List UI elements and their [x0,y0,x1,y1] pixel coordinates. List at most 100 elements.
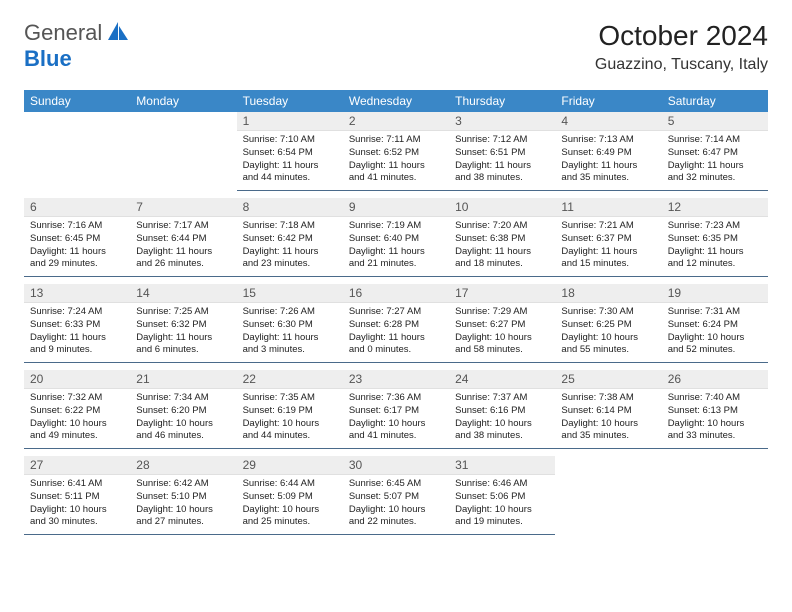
day-number: 8 [237,198,343,217]
day-number: 12 [662,198,768,217]
calendar-week-row: 6Sunrise: 7:16 AMSunset: 6:45 PMDaylight… [24,198,768,284]
calendar-day-cell [662,456,768,542]
day-details: Sunrise: 7:11 AMSunset: 6:52 PMDaylight:… [343,131,449,191]
day-details: Sunrise: 7:24 AMSunset: 6:33 PMDaylight:… [24,303,130,363]
day-number: 11 [555,198,661,217]
calendar-day-cell: 19Sunrise: 7:31 AMSunset: 6:24 PMDayligh… [662,284,768,370]
day-number: 27 [24,456,130,475]
day-number: 16 [343,284,449,303]
calendar-week-row: 1Sunrise: 7:10 AMSunset: 6:54 PMDaylight… [24,112,768,198]
day-details: Sunrise: 7:23 AMSunset: 6:35 PMDaylight:… [662,217,768,277]
calendar-day-cell: 3Sunrise: 7:12 AMSunset: 6:51 PMDaylight… [449,112,555,198]
calendar-day-cell: 28Sunrise: 6:42 AMSunset: 5:10 PMDayligh… [130,456,236,542]
day-details: Sunrise: 7:21 AMSunset: 6:37 PMDaylight:… [555,217,661,277]
header-row: General Blue October 2024 Guazzino, Tusc… [24,20,768,74]
calendar-day-cell: 24Sunrise: 7:37 AMSunset: 6:16 PMDayligh… [449,370,555,456]
day-number: 9 [343,198,449,217]
day-details: Sunrise: 7:16 AMSunset: 6:45 PMDaylight:… [24,217,130,277]
day-details: Sunrise: 7:34 AMSunset: 6:20 PMDaylight:… [130,389,236,449]
day-number: 20 [24,370,130,389]
calendar-day-cell: 8Sunrise: 7:18 AMSunset: 6:42 PMDaylight… [237,198,343,284]
calendar-day-cell: 29Sunrise: 6:44 AMSunset: 5:09 PMDayligh… [237,456,343,542]
logo: General Blue [24,20,128,72]
day-number: 23 [343,370,449,389]
day-details: Sunrise: 7:20 AMSunset: 6:38 PMDaylight:… [449,217,555,277]
calendar-day-cell: 26Sunrise: 7:40 AMSunset: 6:13 PMDayligh… [662,370,768,456]
calendar-day-cell: 17Sunrise: 7:29 AMSunset: 6:27 PMDayligh… [449,284,555,370]
day-details: Sunrise: 6:41 AMSunset: 5:11 PMDaylight:… [24,475,130,535]
day-details: Sunrise: 7:26 AMSunset: 6:30 PMDaylight:… [237,303,343,363]
calendar-day-cell: 31Sunrise: 6:46 AMSunset: 5:06 PMDayligh… [449,456,555,542]
calendar-week-row: 13Sunrise: 7:24 AMSunset: 6:33 PMDayligh… [24,284,768,370]
calendar-day-cell: 21Sunrise: 7:34 AMSunset: 6:20 PMDayligh… [130,370,236,456]
weekday-header: Sunday [24,90,130,112]
day-details: Sunrise: 6:44 AMSunset: 5:09 PMDaylight:… [237,475,343,535]
day-number: 31 [449,456,555,475]
day-number: 5 [662,112,768,131]
day-details: Sunrise: 7:25 AMSunset: 6:32 PMDaylight:… [130,303,236,363]
day-details: Sunrise: 7:32 AMSunset: 6:22 PMDaylight:… [24,389,130,449]
logo-sail-icon [108,20,128,46]
day-details: Sunrise: 7:36 AMSunset: 6:17 PMDaylight:… [343,389,449,449]
day-details: Sunrise: 7:35 AMSunset: 6:19 PMDaylight:… [237,389,343,449]
day-details: Sunrise: 6:42 AMSunset: 5:10 PMDaylight:… [130,475,236,535]
calendar-day-cell: 30Sunrise: 6:45 AMSunset: 5:07 PMDayligh… [343,456,449,542]
title-block: October 2024 Guazzino, Tuscany, Italy [595,20,768,74]
day-details: Sunrise: 7:18 AMSunset: 6:42 PMDaylight:… [237,217,343,277]
day-details: Sunrise: 7:19 AMSunset: 6:40 PMDaylight:… [343,217,449,277]
calendar-day-cell: 10Sunrise: 7:20 AMSunset: 6:38 PMDayligh… [449,198,555,284]
weekday-header: Friday [555,90,661,112]
calendar-week-row: 27Sunrise: 6:41 AMSunset: 5:11 PMDayligh… [24,456,768,542]
calendar-day-cell: 14Sunrise: 7:25 AMSunset: 6:32 PMDayligh… [130,284,236,370]
day-details: Sunrise: 7:40 AMSunset: 6:13 PMDaylight:… [662,389,768,449]
day-number: 6 [24,198,130,217]
calendar-day-cell: 22Sunrise: 7:35 AMSunset: 6:19 PMDayligh… [237,370,343,456]
day-number: 15 [237,284,343,303]
calendar-table: SundayMondayTuesdayWednesdayThursdayFrid… [24,90,768,542]
calendar-day-cell: 9Sunrise: 7:19 AMSunset: 6:40 PMDaylight… [343,198,449,284]
calendar-day-cell: 5Sunrise: 7:14 AMSunset: 6:47 PMDaylight… [662,112,768,198]
day-number: 14 [130,284,236,303]
location: Guazzino, Tuscany, Italy [595,56,768,74]
calendar-day-cell: 23Sunrise: 7:36 AMSunset: 6:17 PMDayligh… [343,370,449,456]
calendar-day-cell [555,456,661,542]
day-number: 29 [237,456,343,475]
calendar-day-cell: 27Sunrise: 6:41 AMSunset: 5:11 PMDayligh… [24,456,130,542]
day-number: 2 [343,112,449,131]
day-details: Sunrise: 7:10 AMSunset: 6:54 PMDaylight:… [237,131,343,191]
day-details: Sunrise: 7:27 AMSunset: 6:28 PMDaylight:… [343,303,449,363]
calendar-day-cell [24,112,130,198]
calendar-day-cell: 6Sunrise: 7:16 AMSunset: 6:45 PMDaylight… [24,198,130,284]
logo-text-blue: Blue [24,46,72,71]
day-details: Sunrise: 7:29 AMSunset: 6:27 PMDaylight:… [449,303,555,363]
day-number: 17 [449,284,555,303]
day-number: 25 [555,370,661,389]
day-details: Sunrise: 7:17 AMSunset: 6:44 PMDaylight:… [130,217,236,277]
day-number: 7 [130,198,236,217]
month-title: October 2024 [595,20,768,52]
weekday-header-row: SundayMondayTuesdayWednesdayThursdayFrid… [24,90,768,112]
day-details: Sunrise: 6:45 AMSunset: 5:07 PMDaylight:… [343,475,449,535]
day-number: 10 [449,198,555,217]
calendar-day-cell: 25Sunrise: 7:38 AMSunset: 6:14 PMDayligh… [555,370,661,456]
calendar-day-cell: 18Sunrise: 7:30 AMSunset: 6:25 PMDayligh… [555,284,661,370]
logo-text-general: General [24,20,102,45]
weekday-header: Wednesday [343,90,449,112]
day-number: 19 [662,284,768,303]
day-details: Sunrise: 7:31 AMSunset: 6:24 PMDaylight:… [662,303,768,363]
day-details: Sunrise: 7:14 AMSunset: 6:47 PMDaylight:… [662,131,768,191]
calendar-day-cell: 20Sunrise: 7:32 AMSunset: 6:22 PMDayligh… [24,370,130,456]
day-number: 1 [237,112,343,131]
calendar-day-cell: 4Sunrise: 7:13 AMSunset: 6:49 PMDaylight… [555,112,661,198]
weekday-header: Saturday [662,90,768,112]
day-number: 3 [449,112,555,131]
calendar-day-cell: 2Sunrise: 7:11 AMSunset: 6:52 PMDaylight… [343,112,449,198]
day-number: 24 [449,370,555,389]
day-details: Sunrise: 7:38 AMSunset: 6:14 PMDaylight:… [555,389,661,449]
weekday-header: Monday [130,90,236,112]
weekday-header: Thursday [449,90,555,112]
calendar-day-cell: 16Sunrise: 7:27 AMSunset: 6:28 PMDayligh… [343,284,449,370]
day-number: 28 [130,456,236,475]
calendar-day-cell [130,112,236,198]
day-details: Sunrise: 7:37 AMSunset: 6:16 PMDaylight:… [449,389,555,449]
